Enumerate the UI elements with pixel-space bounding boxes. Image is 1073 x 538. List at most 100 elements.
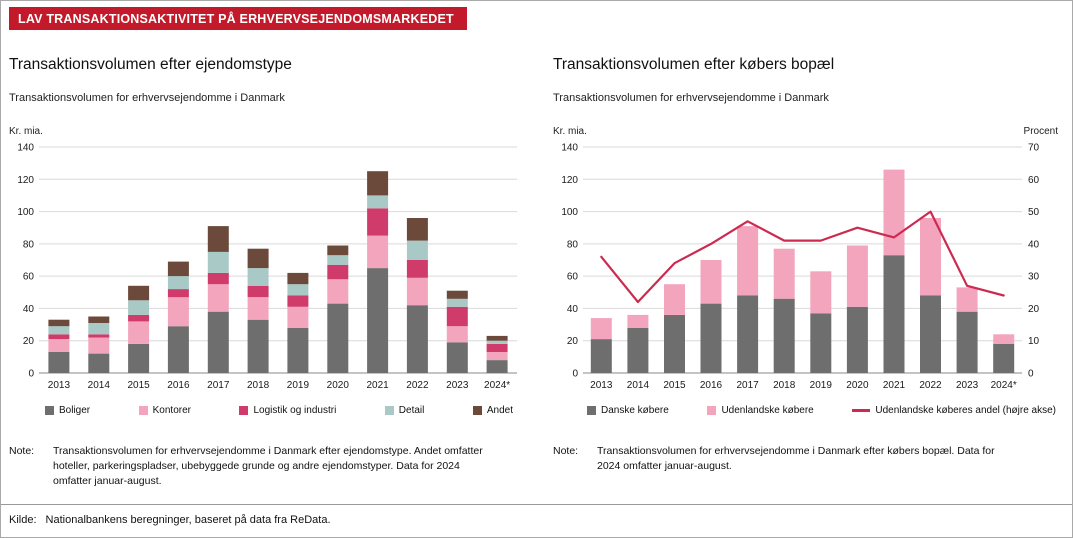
x-tick-label: 2024* — [484, 380, 510, 391]
bar-segment — [810, 313, 832, 373]
legend-label: Boliger — [59, 405, 91, 416]
legend-label: Detail — [398, 405, 425, 416]
y-tick-label: 40 — [567, 304, 579, 315]
x-tick-label: 2023 — [446, 380, 469, 391]
right-tick-label: 70 — [1028, 143, 1040, 154]
x-tick-label: 2015 — [663, 380, 686, 391]
bar-segment — [920, 218, 941, 296]
chart-title-buyer-residence: Transaktionsvolumen efter købers bopæl — [553, 56, 835, 73]
x-tick-label: 2024* — [991, 380, 1017, 391]
bar-segment — [327, 303, 349, 373]
bar-segment — [627, 314, 649, 328]
x-tick-label: 2016 — [700, 380, 723, 391]
legend-color-swatch — [587, 406, 596, 415]
legend-item: Udenlandske købere — [707, 405, 814, 416]
bar-segment — [406, 260, 428, 278]
legend-item: Detail — [384, 405, 425, 416]
legend-item: Logistik og industri — [239, 405, 336, 416]
right-axis-unit-label: Procent — [1023, 126, 1058, 137]
y-tick-label: 0 — [572, 369, 578, 380]
bar-segment — [207, 272, 229, 285]
bar-segment — [993, 343, 1015, 373]
bar-segment — [247, 319, 269, 373]
right-tick-label: 0 — [1028, 369, 1034, 380]
x-tick-label: 2022 — [406, 380, 429, 391]
legend-item: Boliger — [45, 405, 90, 416]
bar-segment — [327, 264, 349, 280]
bar-segment — [486, 343, 508, 352]
bar-segment — [446, 290, 468, 299]
legend-label: Udenlandske købere — [721, 405, 814, 416]
stacked-bar-line-chart-buyer-residence: 0 0 20 10 40 20 60 30 80 40 100 50 120 60 140 70 2013 201… — [561, 143, 1040, 392]
y-tick-label: 60 — [567, 272, 579, 283]
bar-segment — [167, 297, 189, 327]
bar-segment — [287, 272, 309, 285]
note-text: Transaktionsvolumen for erhvervsejendomm… — [597, 445, 995, 473]
y-tick-label: 120 — [17, 175, 34, 186]
y-axis-unit-label: Kr. mia. — [9, 126, 43, 137]
bar-segment — [88, 337, 110, 354]
x-tick-label: 2015 — [127, 380, 150, 391]
bar-segment — [367, 195, 389, 209]
bar-segment — [773, 248, 795, 299]
bar-segment — [167, 261, 189, 277]
bar-segment — [207, 284, 229, 312]
note-label: Note: — [9, 445, 35, 457]
bar-segment — [367, 268, 389, 373]
x-tick-label: 2017 — [207, 380, 230, 391]
legend-color-swatch — [472, 406, 482, 415]
bar-segment — [207, 226, 229, 252]
legend-property-type: Boliger Kontorer Logistik og industri Detai… — [9, 405, 531, 416]
y-tick-label: 140 — [561, 143, 578, 154]
right-tick-label: 10 — [1028, 336, 1040, 347]
legend-item: Andet — [472, 405, 513, 416]
bar-segment — [327, 255, 349, 265]
y-tick-label: 0 — [28, 369, 34, 380]
right-tick-label: 50 — [1028, 207, 1040, 218]
chart-subtitle-buyer-residence: Transaktionsvolumen for erhvervsejendomm… — [553, 92, 829, 104]
bar-segment — [846, 306, 868, 373]
legend-label: Danske købere — [601, 405, 669, 416]
bar-segment — [700, 303, 722, 373]
legend-label: Kontorer — [152, 405, 191, 416]
bar-segment — [128, 300, 150, 315]
bar-segment — [247, 285, 269, 298]
y-axis-unit-label: Kr. mia. — [553, 126, 587, 137]
chart-panels: Transaktionsvolumen efter ejendomstype T… — [9, 42, 1064, 490]
bar-segment — [883, 255, 905, 373]
legend-color-swatch — [384, 406, 394, 415]
bar-segment — [486, 360, 508, 373]
bar-segment — [773, 298, 795, 373]
x-tick-label: 2016 — [167, 380, 190, 391]
right-tick-label: 40 — [1028, 239, 1040, 250]
page-title: LAV TRANSAKTIONSAKTIVITET PÅ ERHVERVSEJE… — [18, 11, 454, 26]
bar-segment — [993, 334, 1015, 344]
bar-segment — [486, 352, 508, 361]
x-tick-label: 2014 — [627, 380, 650, 391]
x-tick-label: 2018 — [773, 380, 796, 391]
bar-segment — [48, 334, 70, 340]
note-text: Transaktionsvolumen for erhvervsejendomm… — [53, 445, 483, 488]
bar-segment — [88, 316, 110, 323]
x-tick-label: 2018 — [247, 380, 270, 391]
bar-segment — [88, 353, 110, 373]
x-tick-label: 2021 — [366, 380, 389, 391]
bar-segment — [737, 295, 759, 373]
note-property-type: Note: Transaktionsvolumen for erhvervsej… — [9, 444, 531, 490]
x-tick-label: 2013 — [590, 380, 613, 391]
bar-segment — [486, 340, 508, 344]
right-tick-label: 60 — [1028, 175, 1040, 186]
y-tick-label: 20 — [23, 336, 35, 347]
x-tick-label: 2019 — [287, 380, 310, 391]
legend-color-swatch — [45, 406, 54, 415]
bar-segment — [406, 277, 428, 306]
chart-title-property-type: Transaktionsvolumen efter ejendomstype — [9, 56, 292, 73]
bar-segment — [88, 334, 110, 338]
bar-segment — [327, 279, 349, 304]
bar-segment — [128, 321, 150, 344]
panel-property-type: Transaktionsvolumen efter ejendomstype T… — [9, 42, 531, 490]
bar-segment — [247, 268, 269, 286]
legend-buyer-residence: Danske købere Udenlandske købere Udenlands… — [553, 405, 1058, 416]
y-tick-label: 100 — [17, 207, 34, 218]
source-row: Kilde: Nationalbankens beregninger, base… — [1, 504, 1072, 537]
